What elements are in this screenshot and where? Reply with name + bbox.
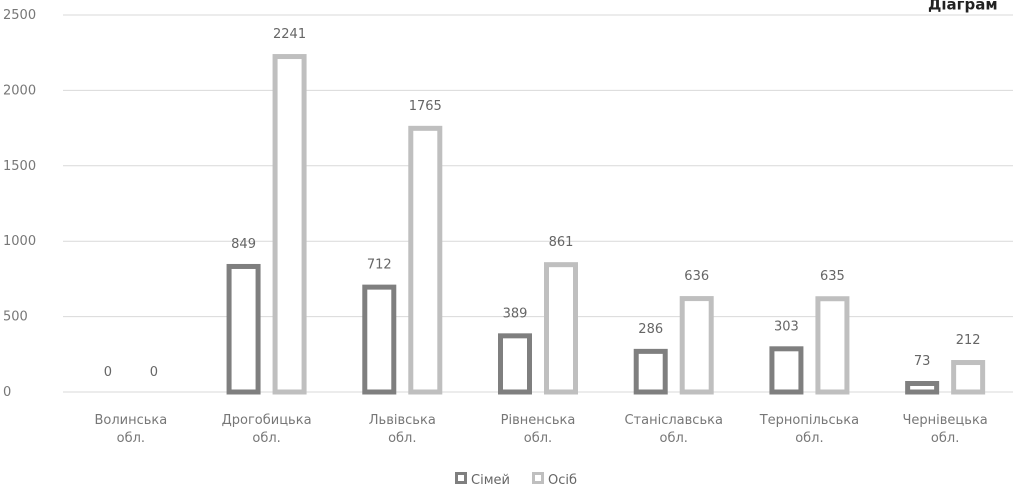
bar [408,125,443,395]
data-labels: 0 0 849 2241 712 1765 389 861 286 636 303 635 73 212 [104,27,981,380]
data-label: 2241 [273,27,306,42]
x-tick-label: Дрогобицька обл. [222,413,312,446]
data-label: 861 [549,235,574,250]
y-tick-label: 500 [3,310,28,325]
x-axis: Волинська обл. Дрогобицька обл. Львівська обл… [94,413,987,446]
data-label: 286 [638,322,663,337]
data-label: 303 [774,319,799,334]
y-tick-label: 2500 [3,8,36,23]
data-label: 636 [684,269,709,284]
legend-swatch [455,472,467,484]
data-label: 0 [150,365,158,380]
bar [362,284,397,395]
y-tick-label: 0 [3,385,11,400]
y-tick-label: 2000 [3,83,36,98]
data-label: 212 [956,333,981,348]
x-tick-label: Рівненська обл. [501,413,576,446]
x-tick-label: Волинська обл. [94,413,167,446]
y-axis: 0 500 1000 1500 2000 2500 [3,8,36,400]
bar [905,380,940,395]
bar [769,346,804,395]
data-label: 635 [820,269,845,284]
data-label: 389 [503,306,528,321]
legend-label: Осіб [548,473,577,488]
x-tick-label: Станіславська обл. [624,413,722,446]
bar [633,348,668,395]
bar [815,296,850,395]
data-label: 0 [104,365,112,380]
bar [951,360,986,395]
data-label: 73 [914,354,931,369]
data-label: 712 [367,258,392,273]
legend-label: Сімей [471,473,510,488]
bar [544,262,578,395]
bar [272,54,307,395]
x-tick-label: Львівська обл. [369,413,436,446]
x-tick-label: Тернопільська обл. [759,413,859,446]
chart-title: Діаграм [928,0,998,14]
legend-swatch [532,472,544,484]
gridlines [63,14,1013,393]
bar [498,333,532,395]
data-label: 849 [231,237,256,252]
bars [226,54,986,395]
bar [679,296,714,395]
legend: Сімей Осіб [455,472,577,488]
bar [226,263,261,395]
data-label: 1765 [409,99,442,114]
x-tick-label: Чернівецька обл. [903,413,988,446]
y-tick-label: 1000 [3,234,36,249]
y-tick-label: 1500 [3,159,36,174]
